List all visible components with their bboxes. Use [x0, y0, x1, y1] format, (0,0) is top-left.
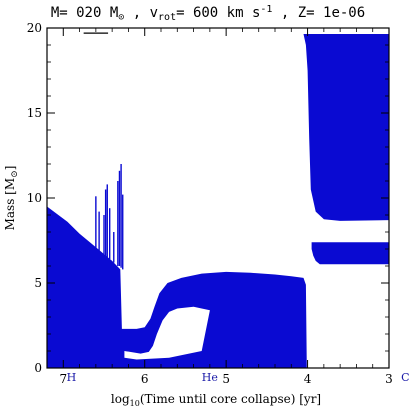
region-envelope-upper: [303, 34, 389, 221]
region-core: [47, 206, 307, 368]
title-mid: , v: [124, 5, 158, 21]
x-tick-label: 3: [385, 372, 393, 386]
region-envelope-lower: [311, 242, 389, 265]
title-v-sub: rot: [158, 12, 176, 23]
title-z: , Z= 1e-06: [272, 5, 365, 21]
x-axis-label-rest: (Time until core collapse) [yr]: [140, 392, 321, 406]
y-axis-label-close: ]: [3, 166, 17, 171]
burning-label-c: C: [401, 371, 409, 384]
y-tick-label: 5: [34, 276, 42, 290]
x-tick-label: 4: [304, 372, 312, 386]
x-tick-label: 6: [141, 372, 149, 386]
y-axis-ticks: 0 5 10 15 20: [27, 21, 389, 375]
y-axis-label-text: Mass [M: [3, 178, 17, 231]
region-core-gap: [124, 306, 210, 360]
x-axis-ticks: 7 6 5 4 3: [46, 28, 393, 386]
plot-fills: [47, 32, 389, 368]
y-axis-label-sub: ⊙: [10, 170, 20, 178]
chart-title: M= 020 M⊙ , vrot= 600 km s-1 , Z= 1e-06: [51, 4, 365, 23]
title-prefix: M= 020 M: [51, 5, 118, 21]
y-tick-label: 10: [27, 191, 42, 205]
x-axis-label-prefix: log: [111, 392, 130, 406]
title-solar-symbol: ⊙: [118, 12, 124, 23]
x-tick-label: 7: [59, 372, 67, 386]
title-exponent: -1: [260, 4, 272, 15]
burning-labels: H He C: [67, 371, 410, 384]
y-axis-label: Mass [M⊙]: [3, 166, 20, 231]
burning-label-h: H: [67, 371, 77, 384]
x-tick-label: 5: [222, 372, 230, 386]
y-tick-label: 0: [34, 361, 42, 375]
x-axis-label: log10(Time until core collapse) [yr]: [111, 392, 321, 408]
y-tick-label: 20: [27, 21, 42, 35]
title-v-value: = 600 km s: [176, 5, 260, 21]
x-axis-label-sub: 10: [130, 399, 140, 408]
burning-label-he: He: [202, 371, 218, 384]
y-tick-label: 15: [27, 106, 42, 120]
